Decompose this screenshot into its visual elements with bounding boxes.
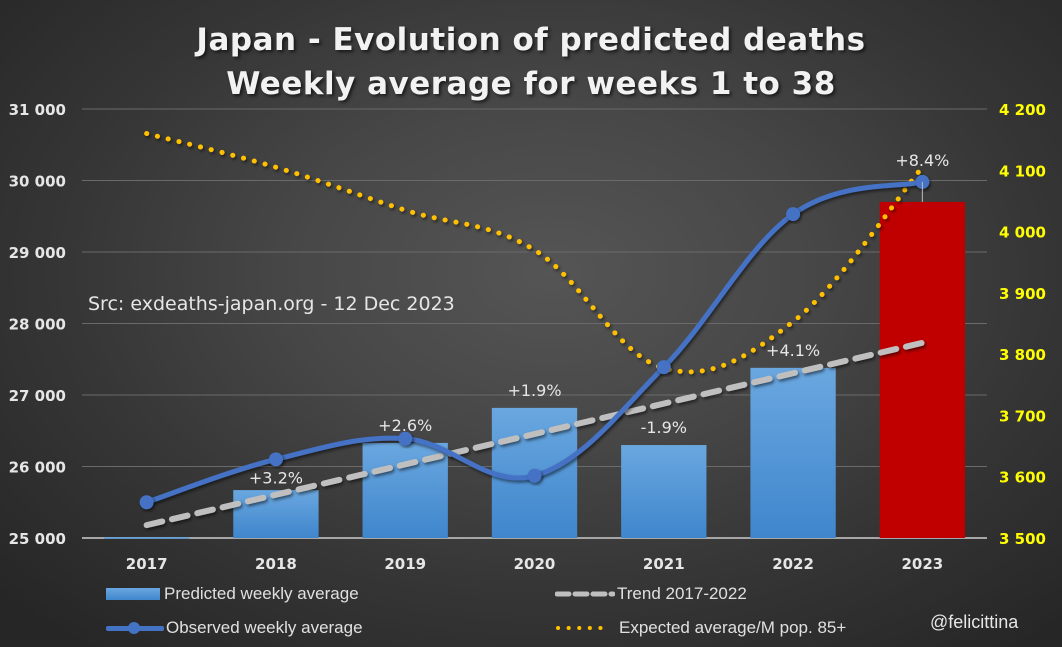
observed-marker-2020 [527, 468, 542, 483]
y-tick-label: 29 000 [9, 244, 66, 262]
x-tick-label: 2023 [901, 555, 943, 573]
bar-2023 [879, 201, 966, 538]
legend-swatch-bar [106, 588, 160, 600]
data-label: +1.9% [507, 381, 561, 400]
y2-tick-label: 4 000 [999, 224, 1046, 242]
data-label: +2.6% [378, 416, 432, 435]
data-label: +8.4% [895, 151, 949, 170]
x-tick-label: 2018 [255, 555, 297, 573]
legend-item-predicted: Predicted weekly average [106, 584, 359, 604]
observed-marker-2019 [398, 431, 413, 446]
bar-2022 [750, 367, 836, 538]
y-tick-label: 26 000 [9, 459, 66, 477]
legend-swatch-dashed [555, 591, 615, 597]
y-tick-label: 28 000 [9, 316, 66, 334]
legend-item-expected: Expected average/M pop. 85+ [555, 618, 846, 638]
observed-marker-2022 [786, 207, 801, 222]
y2-tick-label: 4 100 [999, 162, 1046, 180]
legend-item-observed: Observed weekly average [106, 618, 363, 638]
data-label: -1.9% [641, 418, 687, 437]
x-tick-label: 2017 [126, 555, 168, 573]
x-tick-label: 2022 [772, 555, 814, 573]
x-tick-label: 2020 [514, 555, 556, 573]
observed-marker-2017 [139, 495, 154, 510]
source-annotation: Src: exdeaths-japan.org - 12 Dec 2023 [88, 293, 455, 315]
y-tick-label: 25 000 [9, 530, 66, 548]
data-label: +4.1% [766, 341, 820, 360]
data-label: +3.2% [249, 468, 303, 487]
y2-tick-label: 4 200 [999, 101, 1046, 119]
observed-marker-2018 [268, 452, 283, 467]
legend-swatch-dotted [556, 626, 613, 630]
x-tick-label: 2021 [643, 555, 685, 573]
y-tick-label: 31 000 [9, 101, 66, 119]
bar-2018 [233, 490, 319, 538]
legend-item-trend: Trend 2017-2022 [555, 584, 747, 604]
chart-subtitle: Weekly average for weeks 1 to 38 [226, 66, 836, 102]
y2-tick-label: 3 600 [999, 469, 1046, 487]
y2-tick-label: 3 700 [999, 407, 1046, 425]
bar-2021 [621, 445, 707, 538]
legend-label: Observed weekly average [166, 618, 363, 637]
y2-tick-label: 3 900 [999, 285, 1046, 303]
legend-label: Expected average/M pop. 85+ [619, 618, 847, 637]
author-credit: @felicittina [930, 612, 1019, 632]
expected-line [144, 131, 925, 375]
trend-line [143, 339, 926, 529]
y-tick-label: 27 000 [9, 387, 66, 405]
observed-marker-2021 [656, 360, 671, 375]
x-tick-label: 2019 [384, 555, 426, 573]
y2-tick-label: 3 500 [999, 530, 1046, 548]
chart-title: Japan - Evolution of predicted deaths [196, 22, 866, 58]
bar-2017 [103, 537, 190, 539]
legend-label: Trend 2017-2022 [617, 584, 747, 603]
y-tick-label: 30 000 [9, 173, 66, 191]
legend-label: Predicted weekly average [164, 584, 359, 603]
legend-swatch-line-marker [106, 622, 164, 634]
y2-tick-label: 3 800 [999, 346, 1046, 364]
